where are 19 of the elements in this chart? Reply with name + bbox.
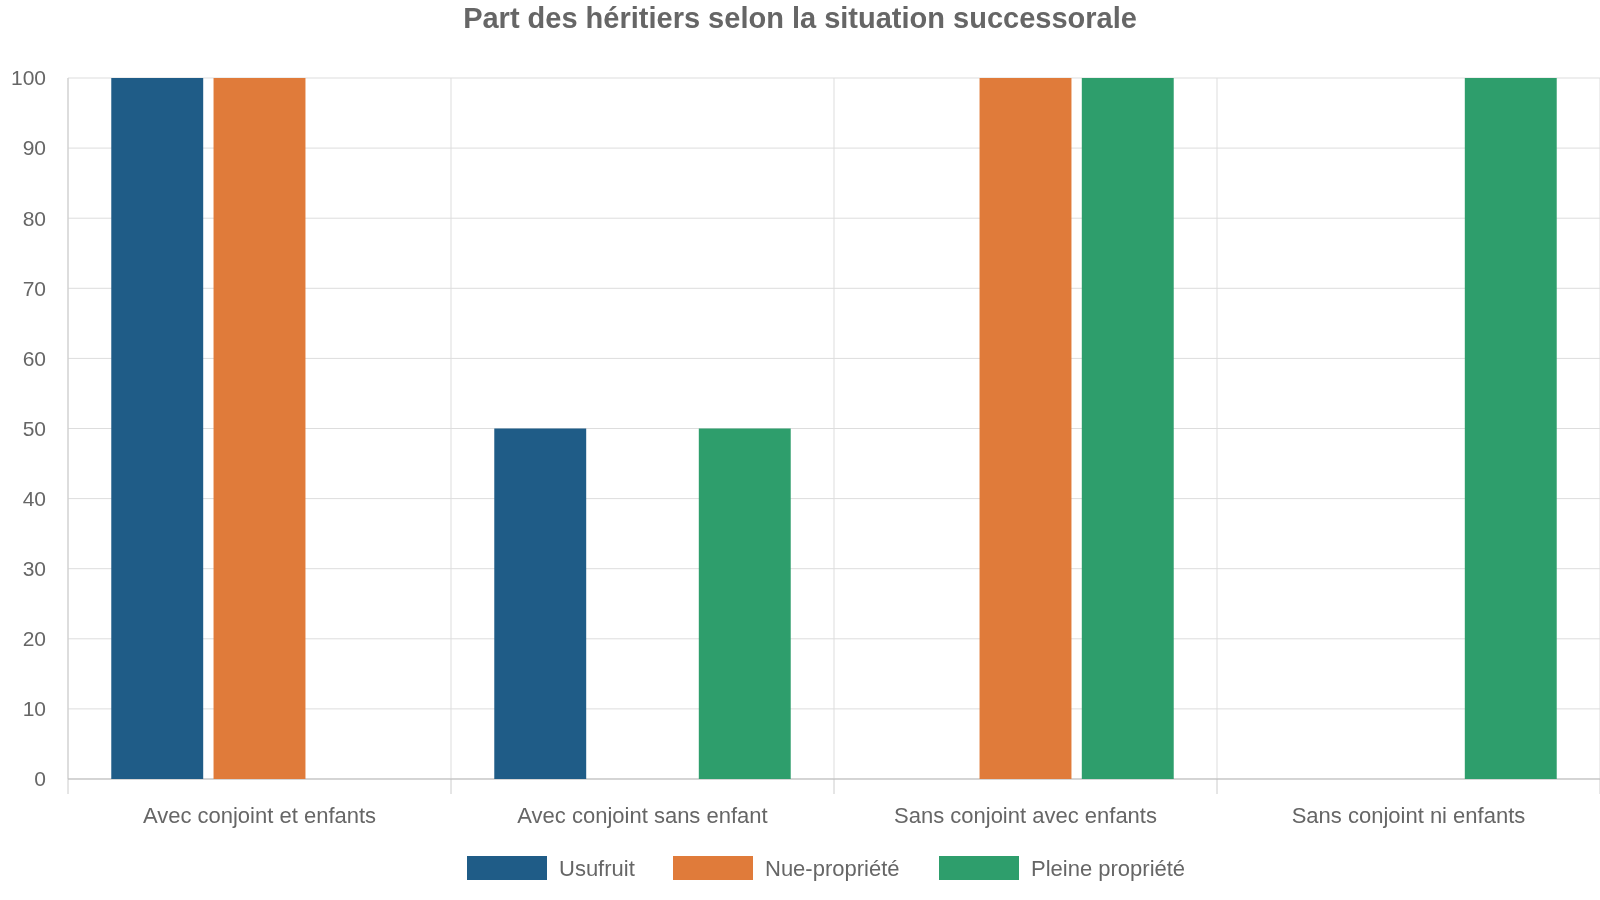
- x-tick-label: Avec conjoint sans enfant: [517, 803, 768, 828]
- y-tick-label: 10: [22, 697, 46, 721]
- x-tick-label: Sans conjoint ni enfants: [1291, 803, 1526, 828]
- y-tick-label: 20: [22, 627, 46, 651]
- y-tick-label: 70: [22, 276, 46, 300]
- y-tick-label: 100: [10, 66, 46, 90]
- x-tick-label: Avec conjoint et enfants: [142, 803, 377, 828]
- y-tick-label: 30: [22, 557, 46, 581]
- legend-label: Nue-propriété: [765, 855, 900, 881]
- legend-label: Usufruit: [559, 855, 635, 881]
- y-tick-label: 40: [22, 486, 46, 510]
- y-tick-label: 0: [34, 767, 46, 791]
- y-tick-label: 50: [22, 416, 46, 440]
- y-tick-label: 60: [22, 346, 46, 370]
- y-tick-label: 90: [22, 136, 46, 160]
- x-tick-label: Sans conjoint avec enfants: [894, 803, 1157, 828]
- chart-title: Part des héritiers selon la situation successorale: [463, 2, 1137, 34]
- legend-label: Pleine propriété: [1031, 855, 1186, 881]
- y-tick-label: 80: [22, 206, 46, 230]
